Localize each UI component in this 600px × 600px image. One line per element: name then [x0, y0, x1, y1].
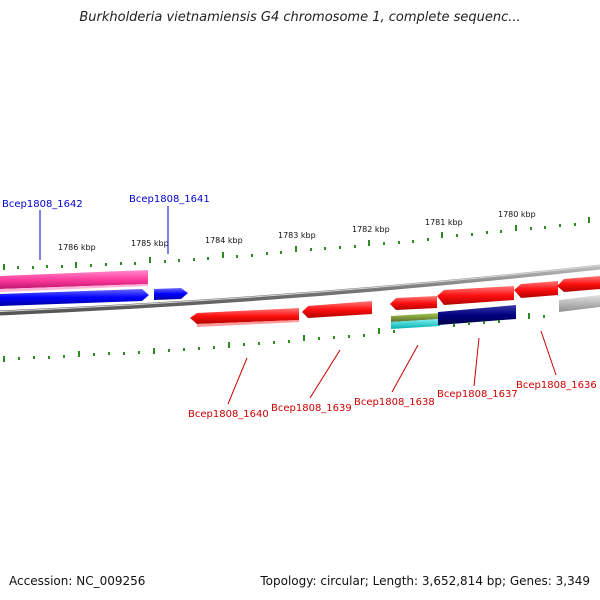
- gene-bcep1808-1641[interactable]: [154, 288, 188, 300]
- tick-label-1781: 1781 kbp: [425, 218, 463, 227]
- scale-tick-labels: 1786 kbp 1785 kbp 1784 kbp 1783 kbp 1782…: [58, 210, 536, 252]
- label-bcep1808-1641[interactable]: Bcep1808_1641: [129, 194, 210, 205]
- label-bcep1808-1636[interactable]: Bcep1808_1636: [516, 380, 597, 391]
- gene-bcep1808-1638-cyan[interactable]: [391, 319, 440, 329]
- reverse-scale-ticks: [3, 313, 545, 362]
- gene-bcep1808-1640-shadow: [197, 320, 299, 327]
- leader-bcep1808-1638: [391, 344, 419, 393]
- tick-label-1785: 1785 kbp: [131, 239, 169, 248]
- label-bcep1808-1642[interactable]: Bcep1808_1642: [2, 199, 83, 210]
- gene-bcep1808-1642-blue[interactable]: [0, 289, 149, 306]
- leader-bcep1808-1639: [309, 349, 341, 399]
- tick-label-1786: 1786 kbp: [58, 243, 96, 252]
- forward-scale-ticks: [3, 217, 590, 270]
- accession-text: Accession: NC_009256: [9, 574, 146, 588]
- chromosome-backbone-highlight: [0, 265, 600, 312]
- tick-label-1780: 1780 kbp: [498, 210, 536, 219]
- label-bcep1808-1640[interactable]: Bcep1808_1640: [188, 409, 269, 420]
- forward-genes: [0, 270, 188, 306]
- leader-bcep1808-1637: [473, 337, 480, 387]
- leader-bcep1808-1636: [540, 330, 557, 376]
- gene-grey-partial[interactable]: [559, 295, 600, 312]
- label-bcep1808-1639[interactable]: Bcep1808_1639: [271, 403, 352, 414]
- label-bcep1808-1638[interactable]: Bcep1808_1638: [354, 397, 435, 408]
- tick-label-1783: 1783 kbp: [278, 231, 316, 240]
- gene-bcep1808-1638[interactable]: [390, 296, 437, 310]
- label-bcep1808-1637[interactable]: Bcep1808_1637: [437, 389, 518, 400]
- leader-bcep1808-1640: [227, 357, 248, 405]
- gene-bcep1808-1642-strip: [0, 284, 148, 292]
- reverse-genes: [190, 276, 600, 329]
- gene-bcep1808-1639[interactable]: [302, 301, 372, 318]
- map-title: Burkholderia vietnamiensis G4 chromosome…: [79, 10, 521, 25]
- gene-bcep1808-1635[interactable]: [557, 276, 600, 292]
- tick-label-1784: 1784 kbp: [205, 236, 243, 245]
- chromosome-backbone: [0, 264, 600, 316]
- sequence-summary-text: Topology: circular; Length: 3,652,814 bp…: [260, 574, 590, 588]
- reverse-gene-labels: Bcep1808_1640 Bcep1808_1639 Bcep1808_163…: [188, 330, 597, 420]
- forward-gene-labels: Bcep1808_1642 Bcep1808_1641: [2, 194, 210, 260]
- gene-bcep1808-1637[interactable]: [437, 286, 514, 305]
- gene-bcep1808-1640[interactable]: [190, 308, 299, 324]
- tick-label-1782: 1782 kbp: [352, 225, 390, 234]
- gene-bcep1808-1642[interactable]: [0, 270, 148, 289]
- gene-bcep1808-1636[interactable]: [514, 281, 558, 298]
- gene-bcep1808-1637-navy[interactable]: [438, 305, 516, 325]
